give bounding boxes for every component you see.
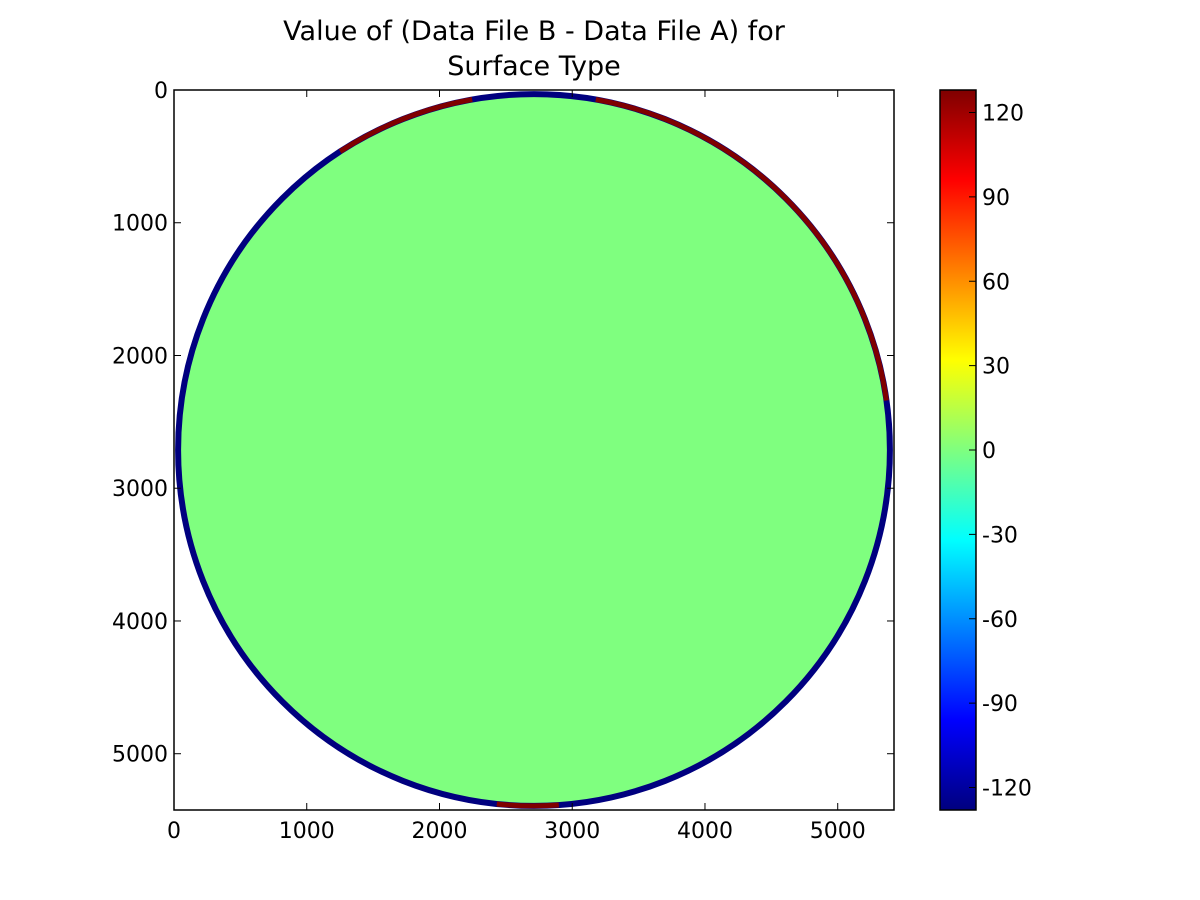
- disk-interior: [175, 91, 893, 809]
- x-tick-label-2: 2000: [411, 819, 467, 844]
- x-tick-label-3: 3000: [544, 819, 600, 844]
- x-tick-label-4: 4000: [677, 819, 733, 844]
- disk-rim-positive-arc-2: [496, 801, 560, 809]
- colorbar-tick-label-6: -60: [982, 608, 1018, 633]
- chart-title-line-1: Value of (Data File B - Data File A) for: [283, 16, 785, 47]
- colorbar-tick-label-5: -30: [982, 523, 1018, 548]
- y-tick-label-1: 1000: [112, 212, 168, 237]
- y-tick-label-4: 4000: [112, 610, 168, 635]
- chart-title-line-2: Surface Type: [447, 51, 621, 82]
- y-tick-label-2: 2000: [112, 344, 168, 369]
- y-tick-label-5: 5000: [112, 743, 168, 768]
- x-tick-label-0: 0: [167, 819, 181, 844]
- colorbar-tick-label-0: 120: [982, 102, 1024, 127]
- colorbar-tick-label-4: 0: [982, 439, 996, 464]
- y-tick-label-3: 3000: [112, 477, 168, 502]
- colorbar-tick-label-2: 60: [982, 270, 1010, 295]
- colorbar-tick-label-7: -90: [982, 692, 1018, 717]
- x-tick-label-1: 1000: [279, 819, 335, 844]
- colorbar-tick-label-8: -120: [982, 777, 1032, 802]
- plot-frame: [173, 89, 895, 811]
- colorbar-tick-label-1: 90: [982, 186, 1010, 211]
- chart-title: Value of (Data File B - Data File A) for…: [174, 14, 894, 84]
- disk-rim-positive-arc-0: [338, 97, 473, 154]
- disk-rim-positive-arc-1: [595, 97, 889, 401]
- x-tick-label-5: 5000: [810, 819, 866, 844]
- y-tick-label-0: 0: [154, 79, 168, 104]
- colorbar-tick-label-3: 30: [982, 355, 1010, 380]
